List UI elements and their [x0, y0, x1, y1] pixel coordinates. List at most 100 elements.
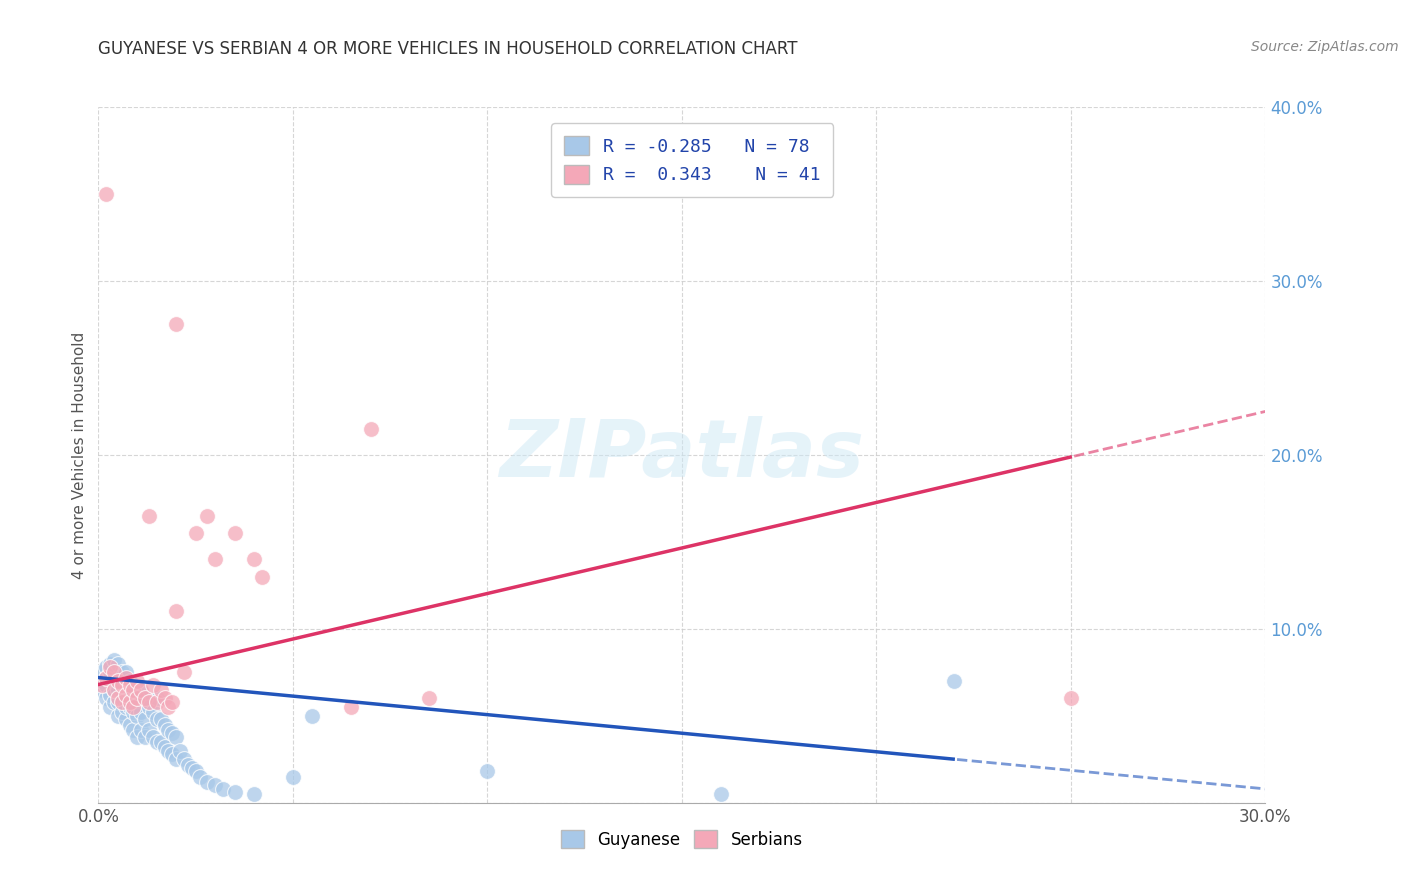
Point [184, 764, 207, 779]
Point [165, 605, 187, 619]
Point [114, 700, 136, 714]
Point [134, 712, 156, 726]
Point [127, 708, 149, 723]
Point [153, 691, 176, 706]
Point [127, 691, 149, 706]
Point [127, 730, 149, 744]
Point [127, 674, 149, 689]
Point [111, 695, 134, 709]
Point [204, 778, 226, 793]
Point [129, 682, 152, 697]
Point [134, 691, 156, 706]
Point [107, 657, 129, 671]
Point [98, 688, 121, 702]
Point [153, 717, 176, 731]
Point [243, 552, 266, 566]
Point [107, 682, 129, 697]
Point [118, 700, 141, 714]
Point [149, 735, 172, 749]
Point [122, 706, 145, 720]
Point [138, 508, 160, 523]
Point [142, 677, 165, 691]
Point [114, 682, 136, 697]
Point [184, 526, 207, 541]
Point [146, 712, 169, 726]
Point [146, 735, 169, 749]
Point [165, 730, 187, 744]
Legend: Guyanese, Serbians: Guyanese, Serbians [553, 822, 811, 857]
Point [96, 187, 118, 202]
Point [169, 744, 191, 758]
Point [301, 708, 323, 723]
Point [195, 508, 218, 523]
Point [162, 726, 184, 740]
Point [96, 660, 118, 674]
Point [118, 695, 141, 709]
Point [96, 691, 118, 706]
Text: ZIPatlas: ZIPatlas [499, 416, 865, 494]
Point [127, 691, 149, 706]
Point [129, 706, 152, 720]
Point [146, 691, 169, 706]
Point [129, 682, 152, 697]
Point [134, 730, 156, 744]
Point [129, 723, 152, 737]
Text: Source: ZipAtlas.com: Source: ZipAtlas.com [1251, 40, 1399, 54]
Point [111, 665, 134, 680]
Point [114, 688, 136, 702]
Point [149, 682, 172, 697]
Point [103, 674, 125, 689]
Point [180, 761, 202, 775]
Point [149, 712, 172, 726]
Point [111, 691, 134, 706]
Point [188, 770, 211, 784]
Point [118, 688, 141, 702]
Point [114, 665, 136, 680]
Y-axis label: 4 or more Vehicles in Household: 4 or more Vehicles in Household [72, 331, 87, 579]
Point [340, 700, 363, 714]
Point [142, 730, 165, 744]
Point [162, 747, 184, 761]
Point [157, 744, 180, 758]
Point [138, 723, 160, 737]
Point [118, 677, 141, 691]
Point [98, 657, 121, 671]
Point [146, 695, 169, 709]
Point [111, 677, 134, 691]
Point [418, 691, 440, 706]
Point [173, 665, 195, 680]
Point [114, 671, 136, 685]
Point [103, 682, 125, 697]
Point [162, 695, 184, 709]
Point [153, 740, 176, 755]
Point [122, 682, 145, 697]
Point [98, 674, 121, 689]
Point [103, 682, 125, 697]
Point [165, 318, 187, 332]
Point [177, 757, 200, 772]
Point [111, 677, 134, 691]
Point [250, 570, 273, 584]
Point [224, 526, 246, 541]
Point [1060, 691, 1083, 706]
Point [103, 665, 125, 680]
Point [281, 770, 304, 784]
Point [122, 700, 145, 714]
Text: GUYANESE VS SERBIAN 4 OR MORE VEHICLES IN HOUSEHOLD CORRELATION CHART: GUYANESE VS SERBIAN 4 OR MORE VEHICLES I… [98, 40, 799, 58]
Point [157, 700, 180, 714]
Point [98, 700, 121, 714]
Point [122, 688, 145, 702]
Point [173, 752, 195, 766]
Point [96, 671, 118, 685]
Point [118, 717, 141, 731]
Point [107, 708, 129, 723]
Point [195, 775, 218, 789]
Point [91, 665, 114, 680]
Point [118, 674, 141, 689]
Point [96, 671, 118, 685]
Point [212, 781, 235, 796]
Point [107, 674, 129, 689]
Point [157, 723, 180, 737]
Point [142, 706, 165, 720]
Point [943, 674, 966, 689]
